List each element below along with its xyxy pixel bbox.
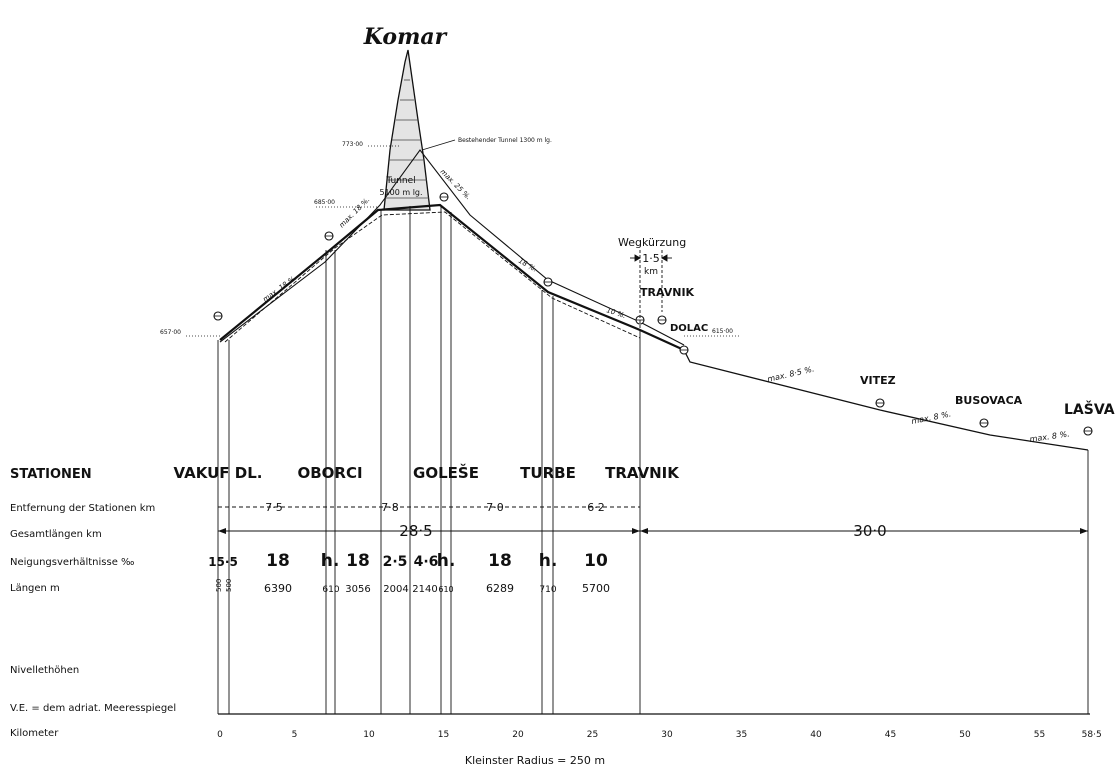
label-busovaca: BUSOVACA [955,394,1023,407]
row-label-entfernung: Entfernung der Stationen km [10,503,155,514]
length-9: 6289 [486,582,514,595]
shortening-label: Wegkürzung [618,236,686,249]
label-vitez: VITEZ [860,374,896,387]
km-tick-label: 10 [363,730,375,740]
distance-3: 7·0 [486,501,504,514]
existing-line [219,149,685,346]
mountain-title: Komar [363,24,448,50]
gradient-note-6: max. 8·5 %. [766,364,815,384]
station-name-vakuf: VAKUF DL. [174,464,263,482]
gradient-note-8: max. 8 %. [1029,429,1070,444]
shortening-value: 1·5 [642,252,660,265]
gradient-2: 18 [266,551,290,571]
station-name-oborci: OBORCI [297,464,362,482]
komar-mountain [383,49,431,211]
gradient-6: 4·6 [414,554,439,570]
km-tick-label: 30 [661,730,673,740]
mountain-hatching [385,79,429,199]
km-tick-label: 58·5 [1082,730,1102,740]
gradient-5: 2·5 [383,554,408,570]
descent-line [683,349,1089,451]
km-tick-label: 25 [587,730,598,740]
length-3: 6390 [264,582,292,595]
station-marker-crosses [214,196,1092,432]
gradient-note-1: max. 18 %. [261,274,298,304]
row-label-neigung: Neigungsverhältnisse ‰ [10,557,134,568]
elev-mark-615: 615·00 [712,328,733,335]
length-6: 2004 [383,584,408,595]
km-tick-label: 35 [736,730,747,740]
gradient-note-7: max. 8 %. [911,409,952,426]
row-label-stationen: STATIONEN [10,467,92,482]
shortening-arrows [630,250,672,330]
gradient-4: 18 [346,551,370,571]
existing-tunnel-leader [421,139,456,151]
length-2: 500 [225,579,233,592]
lower-line [224,211,641,343]
length-10: 710 [539,585,556,595]
tunnel-length-label: 5100 m lg. [379,188,422,197]
gradient-1: 15·5 [208,555,238,569]
total-1: 28·5 [399,522,432,540]
station-name-travnik: TRAVNIK [605,464,680,482]
distance-1: 7·5 [265,501,283,514]
elev-mark-657: 657·00 [160,329,181,336]
gradient-3: h. [321,551,340,571]
km-tick-label: 40 [810,730,822,740]
row-label-nivellett: Nivellethöhen [10,665,79,676]
tunnel-label: Tunnel [385,176,415,186]
km-axis: 0 5 10 15 20 25 30 35 40 45 50 55 58·5 [217,730,1102,740]
km-tick-label: 5 [292,730,298,740]
length-5: 3056 [345,584,370,595]
length-1: 500 [215,579,223,592]
label-travnik-upper: TRAVNIK [640,286,695,299]
elev-mark-773: 773·00 [342,141,363,148]
distance-2: 7·8 [381,501,399,514]
km-tick-label: 15 [438,730,449,740]
km-tick-label: 50 [959,730,971,740]
gradient-10: 10 [584,551,608,571]
gradient-note-4: 18 %. [517,257,538,274]
distance-4: 6·2 [587,501,605,514]
row-label-ve: V.E. = dem adriat. Meeresspiegel [10,703,176,714]
km-tick-label: 20 [512,730,524,740]
km-tick-label: 45 [885,730,896,740]
length-11: 5700 [582,582,610,595]
gradient-note-2: max. 18 %. [338,196,372,230]
row-label-kilometer: Kilometer [10,728,59,739]
existing-tunnel-label: Bestehender Tunnel 1300 m lg. [458,137,552,144]
gradient-9: h. [539,551,558,571]
km-tick-label: 55 [1034,730,1045,740]
gradient-7: h. [437,551,456,571]
length-7: 2140 [412,584,437,595]
station-markers [213,192,1093,436]
shortening-unit: km [644,267,658,277]
length-8: 610 [438,585,453,594]
vertical-lines [217,206,1089,714]
row-label-gesamt: Gesamtlängen km [10,529,102,540]
gradient-8: 18 [488,551,512,571]
row-label-laengen: Längen m [10,583,60,594]
station-name-turbe: TURBE [520,464,576,482]
elev-mark-685: 685·00 [314,199,335,206]
km-tick-label: 0 [217,730,223,740]
total-2: 30·0 [853,522,886,540]
label-dolac: DOLAC [670,323,708,334]
length-4: 610 [322,585,339,595]
total-arrows [218,528,1088,534]
footer-radius: Kleinster Radius = 250 m [465,754,605,767]
label-lasva: LAŠVA [1064,400,1115,418]
station-name-golese: GOLEŠE [413,463,479,482]
